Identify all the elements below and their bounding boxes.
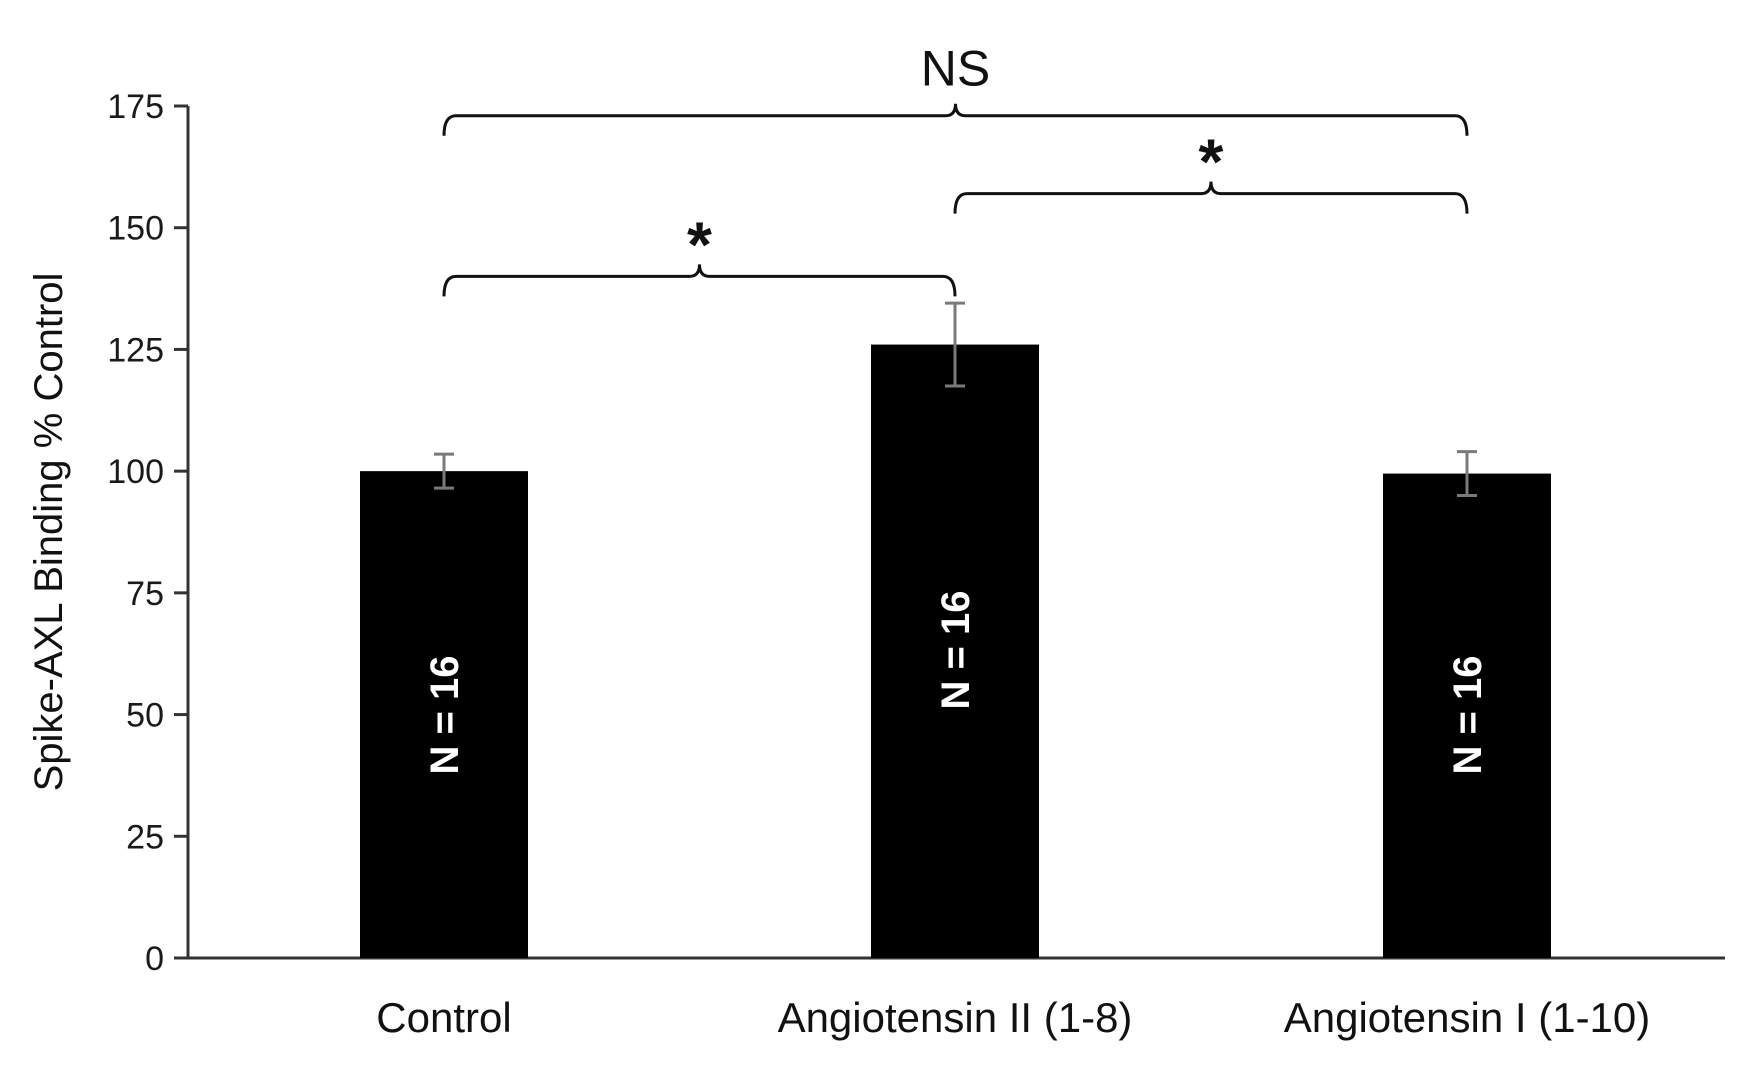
significance-brackets: * * NS bbox=[442, 41, 1469, 297]
significance-bracket bbox=[442, 264, 957, 297]
y-tick-label: 0 bbox=[145, 940, 164, 978]
significance-label: * bbox=[1199, 126, 1224, 198]
x-category-label: Angiotensin II (1-8) bbox=[778, 994, 1133, 1041]
y-tick-label: 75 bbox=[126, 575, 164, 613]
bar bbox=[1383, 473, 1551, 958]
x-category-label: Angiotensin I (1-10) bbox=[1284, 994, 1651, 1041]
y-tick-label: 25 bbox=[126, 818, 164, 856]
error-bars bbox=[434, 301, 1477, 497]
bar-n-label: N = 16 bbox=[1446, 656, 1490, 775]
x-category-label: Control bbox=[376, 994, 511, 1041]
bar bbox=[871, 344, 1039, 958]
y-tick-label: 150 bbox=[107, 210, 164, 248]
bars bbox=[360, 344, 1551, 958]
significance-label: * bbox=[687, 208, 712, 280]
bar-n-label: N = 16 bbox=[934, 591, 978, 710]
bar bbox=[360, 471, 528, 958]
bar-n-label: N = 16 bbox=[423, 656, 467, 775]
significance-label: NS bbox=[921, 41, 990, 97]
y-axis-title: Spike-AXL Binding % Control bbox=[27, 273, 71, 792]
y-tick-label: 50 bbox=[126, 697, 164, 735]
y-tick-label: 175 bbox=[107, 88, 164, 126]
labels: Spike-AXL Binding % Control N = 16 Control… bbox=[27, 273, 1650, 1041]
y-tick-label: 100 bbox=[107, 453, 164, 491]
y-tick-label: 125 bbox=[107, 331, 164, 369]
significance-bracket bbox=[442, 103, 1469, 136]
